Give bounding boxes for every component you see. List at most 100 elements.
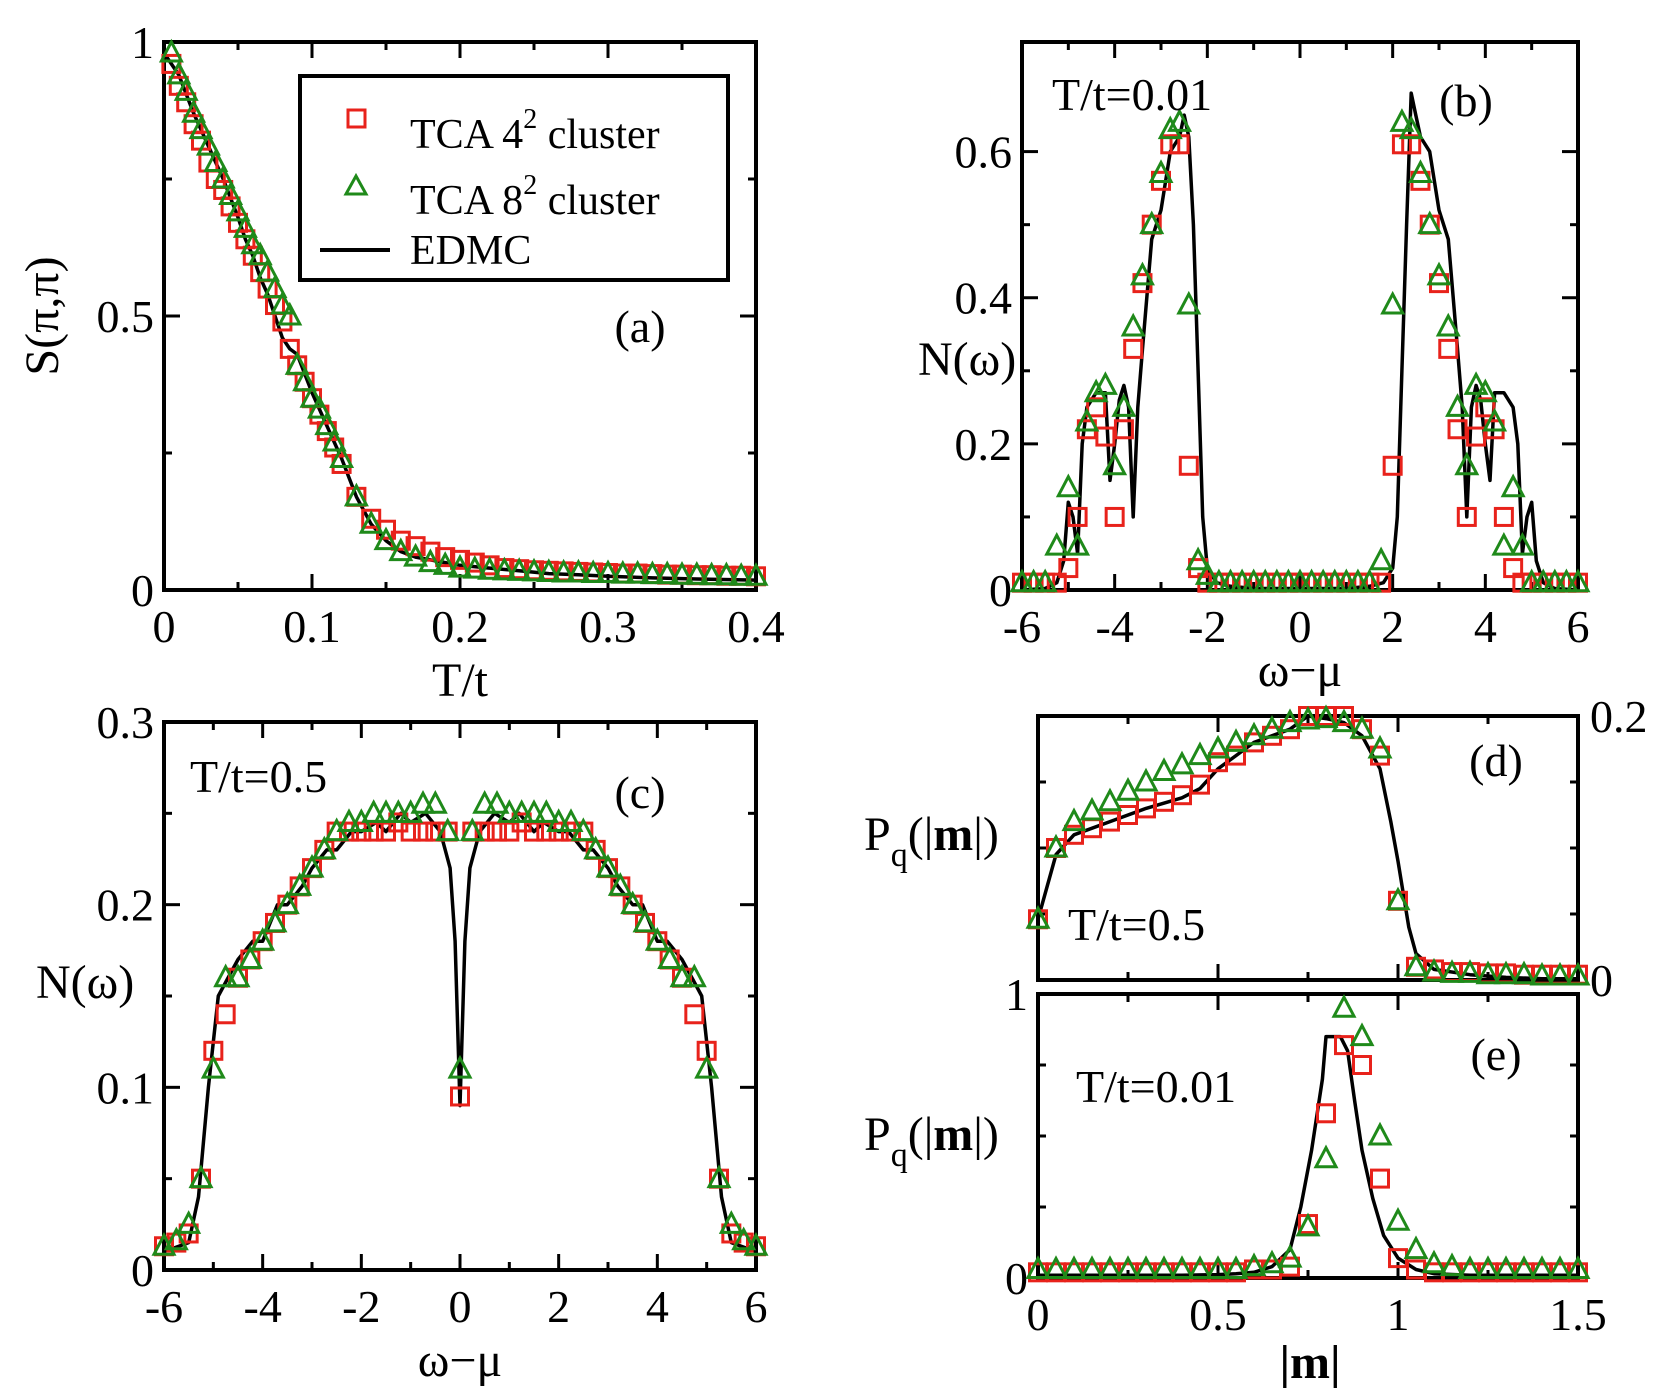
tca8-point-c	[681, 963, 707, 988]
tca4-point-b	[1123, 338, 1144, 359]
tca8-point-a	[232, 214, 258, 238]
tca8-point-c	[718, 1210, 744, 1234]
tca8-point-a	[669, 560, 695, 585]
tca8-point-c	[546, 808, 572, 832]
tca8-point-a	[284, 351, 310, 375]
xtick-label-b: -4	[1096, 601, 1134, 652]
tca8-point-b	[1435, 312, 1461, 337]
tca8-point-a	[306, 394, 332, 419]
tca8-point-e	[1349, 1022, 1375, 1047]
tca8-point-c	[410, 789, 436, 814]
ytick-label-a: 0	[131, 565, 154, 616]
tca4-point-b	[1438, 338, 1459, 359]
tca8-point-a	[225, 197, 251, 222]
tca8-point-c	[213, 963, 239, 988]
data-d	[1025, 704, 1591, 986]
tca8-point-b	[1482, 407, 1508, 432]
tca8-point-c	[484, 789, 510, 814]
xtick-label-e: 0.5	[1189, 1289, 1247, 1340]
xtick-label-c: -4	[244, 1281, 282, 1332]
tca8-point-e	[1457, 1255, 1483, 1279]
tca8-point-c	[743, 1232, 769, 1256]
tca8-point-e	[1511, 1255, 1537, 1279]
ytick-label-c: 0.1	[97, 1062, 155, 1113]
tca8-point-c	[176, 1210, 202, 1234]
ylabel-d: Pq(|m|)	[864, 808, 999, 874]
tca4-point-c	[684, 1004, 705, 1025]
tca8-point-d	[1169, 750, 1195, 775]
tca8-point-d	[1223, 728, 1249, 752]
tca8-point-d	[1349, 714, 1375, 739]
tca8-point-d	[1205, 734, 1231, 759]
tca8-point-c	[706, 1164, 732, 1189]
tca8-point-b	[1157, 115, 1183, 140]
tca8-point-e	[1151, 1255, 1177, 1279]
tca4-point-d	[1334, 706, 1354, 726]
tca8-point-c	[435, 817, 461, 842]
xtick-label-c: -2	[342, 1281, 380, 1332]
tca8-point-b	[1185, 546, 1211, 571]
tca8-point-c	[595, 853, 621, 878]
tca8-point-c	[644, 926, 670, 951]
tca8-point-a	[625, 559, 651, 584]
tca8-point-d	[1241, 721, 1267, 746]
tca8-point-a	[343, 482, 369, 507]
tca8-point-b	[1389, 108, 1415, 132]
tca8-point-e	[1277, 1243, 1303, 1268]
tca8-point-b	[1129, 261, 1155, 286]
tca4-point-b	[1475, 397, 1496, 418]
tca4-point-b	[1466, 426, 1487, 447]
tca8-point-a	[255, 257, 281, 282]
tca8-point-c	[657, 945, 683, 969]
ytick-label-c: 0.3	[97, 697, 155, 748]
tca8-point-d	[1259, 714, 1285, 739]
tca4-point-c	[474, 821, 495, 842]
ytick-label-b: 0.6	[955, 127, 1013, 178]
tca8-point-a	[299, 383, 325, 408]
xtick-label-a: 0.3	[579, 601, 637, 652]
tca4-point-a	[376, 519, 396, 540]
tca8-point-b	[1445, 393, 1471, 417]
tca8-point-c	[299, 853, 325, 878]
xlabel-b: ω−μ	[1258, 644, 1342, 697]
tca8-point-c	[509, 799, 535, 823]
xtick-label-b: 6	[1567, 601, 1590, 652]
tca8-point-e	[1565, 1255, 1591, 1279]
tca8-point-c	[311, 835, 337, 860]
tca8-point-b	[1472, 378, 1498, 403]
xtick-label-b: 4	[1474, 601, 1497, 652]
annotation-c: T/t=0.5	[190, 751, 327, 802]
tca8-point-e	[1493, 1255, 1519, 1279]
panel-label-a: (a)	[614, 301, 665, 352]
tca4-point-b	[1095, 426, 1116, 447]
tca8-point-e	[1475, 1255, 1501, 1279]
tca8-point-a	[321, 427, 347, 452]
tca8-point-a	[506, 557, 532, 581]
data-a	[158, 38, 769, 587]
plot-frame-c	[162, 720, 758, 1272]
tca8-point-d	[1097, 787, 1123, 812]
xtick-label-e: 1.5	[1549, 1289, 1607, 1340]
tca8-point-e	[1331, 993, 1357, 1018]
xtick-label-b: 0	[1289, 601, 1312, 652]
tca8-point-e	[1205, 1255, 1231, 1279]
tca8-point-e	[1295, 1212, 1321, 1237]
tca8-point-e	[1115, 1255, 1141, 1279]
tca8-point-c	[373, 799, 399, 823]
tca8-point-b	[1074, 407, 1100, 432]
tca8-point-d	[1133, 767, 1159, 792]
tca8-point-e	[1097, 1255, 1123, 1279]
tca8-point-b	[1398, 115, 1424, 140]
tca8-point-a	[277, 301, 303, 326]
tca8-point-b	[1148, 159, 1174, 184]
tca4-point-c	[425, 821, 446, 842]
tca4-point-a	[405, 536, 426, 557]
panel-a: 0 0.1 0.2 0.3 0.4 0 0.5 1 (a) T/t S(π,π)	[16, 17, 785, 707]
tca8-point-a	[610, 559, 636, 584]
tca8-point-a	[262, 274, 288, 299]
tca4-point-b	[1401, 134, 1422, 155]
tca4-point-d	[1190, 774, 1210, 795]
tca8-point-a	[403, 542, 429, 567]
xlabel-a: T/t	[432, 654, 489, 707]
tca8-point-e	[1529, 1255, 1555, 1279]
